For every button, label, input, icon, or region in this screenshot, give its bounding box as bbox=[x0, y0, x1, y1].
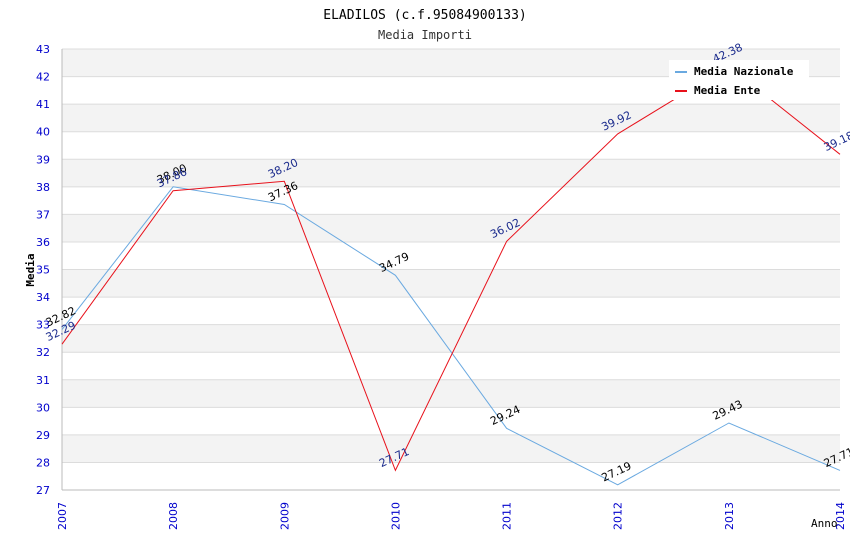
data-label: 39.18 bbox=[822, 129, 850, 154]
x-tick-label: 2012 bbox=[612, 502, 625, 530]
y-tick-labels: 27 28 29 30 31 32 33 34 35 36 37 38 39 40 41 42 43 bbox=[36, 43, 50, 497]
series-line-nazionale bbox=[61, 186, 841, 486]
y-tick-label: 38 bbox=[36, 181, 50, 194]
data-label: 27.19 bbox=[599, 459, 633, 484]
y-tick-label: 28 bbox=[36, 456, 50, 469]
x-tick-label: 2008 bbox=[167, 502, 180, 530]
y-tick-label: 43 bbox=[36, 43, 50, 56]
plot-band bbox=[62, 379, 840, 408]
y-tick-label: 36 bbox=[36, 236, 50, 249]
plot-bands bbox=[62, 49, 840, 463]
plot-band bbox=[62, 434, 840, 463]
y-tick-label: 33 bbox=[36, 319, 50, 332]
plot-band bbox=[62, 269, 840, 298]
y-tick-label: 29 bbox=[36, 429, 50, 442]
y-tick-label: 39 bbox=[36, 153, 50, 166]
plot-band bbox=[62, 159, 840, 187]
y-tick-label: 40 bbox=[36, 126, 50, 139]
y-tick-label: 42 bbox=[36, 71, 50, 84]
plot-band bbox=[62, 324, 840, 353]
y-tick-label: 32 bbox=[36, 346, 50, 359]
plot-band bbox=[62, 104, 840, 132]
x-tick-labels: 2007 2008 2009 2010 2011 2012 2013 2014 bbox=[56, 502, 847, 530]
y-tick-label: 41 bbox=[36, 98, 50, 111]
plot-band bbox=[62, 214, 840, 242]
legend-label-nazionale: Media Nazionale bbox=[694, 65, 794, 78]
legend-label-ente: Media Ente bbox=[694, 84, 761, 97]
axes bbox=[61, 49, 840, 491]
x-tick-label: 2007 bbox=[56, 502, 69, 530]
x-axis-label: Anno bbox=[811, 517, 838, 530]
x-tick-label: 2010 bbox=[389, 502, 402, 530]
y-tick-label: 30 bbox=[36, 401, 50, 414]
legend: Media Nazionale Media Ente bbox=[669, 60, 809, 100]
y-tick-label: 27 bbox=[36, 484, 50, 497]
y-axis-label: Media bbox=[24, 253, 37, 286]
y-tick-label: 35 bbox=[36, 264, 50, 277]
chart-subtitle: Media Importi bbox=[378, 28, 472, 42]
chart-title: ELADILOS (c.f.95084900133) bbox=[323, 8, 527, 23]
y-tick-label: 34 bbox=[36, 291, 50, 304]
x-tick-label: 2013 bbox=[723, 502, 736, 530]
y-tick-label: 31 bbox=[36, 374, 50, 387]
x-tick-label: 2011 bbox=[501, 502, 514, 530]
legend-box bbox=[669, 60, 809, 100]
x-tick-label: 2009 bbox=[278, 502, 291, 530]
x-tick-label: 2014 bbox=[834, 502, 847, 530]
y-tick-label: 37 bbox=[36, 208, 50, 221]
